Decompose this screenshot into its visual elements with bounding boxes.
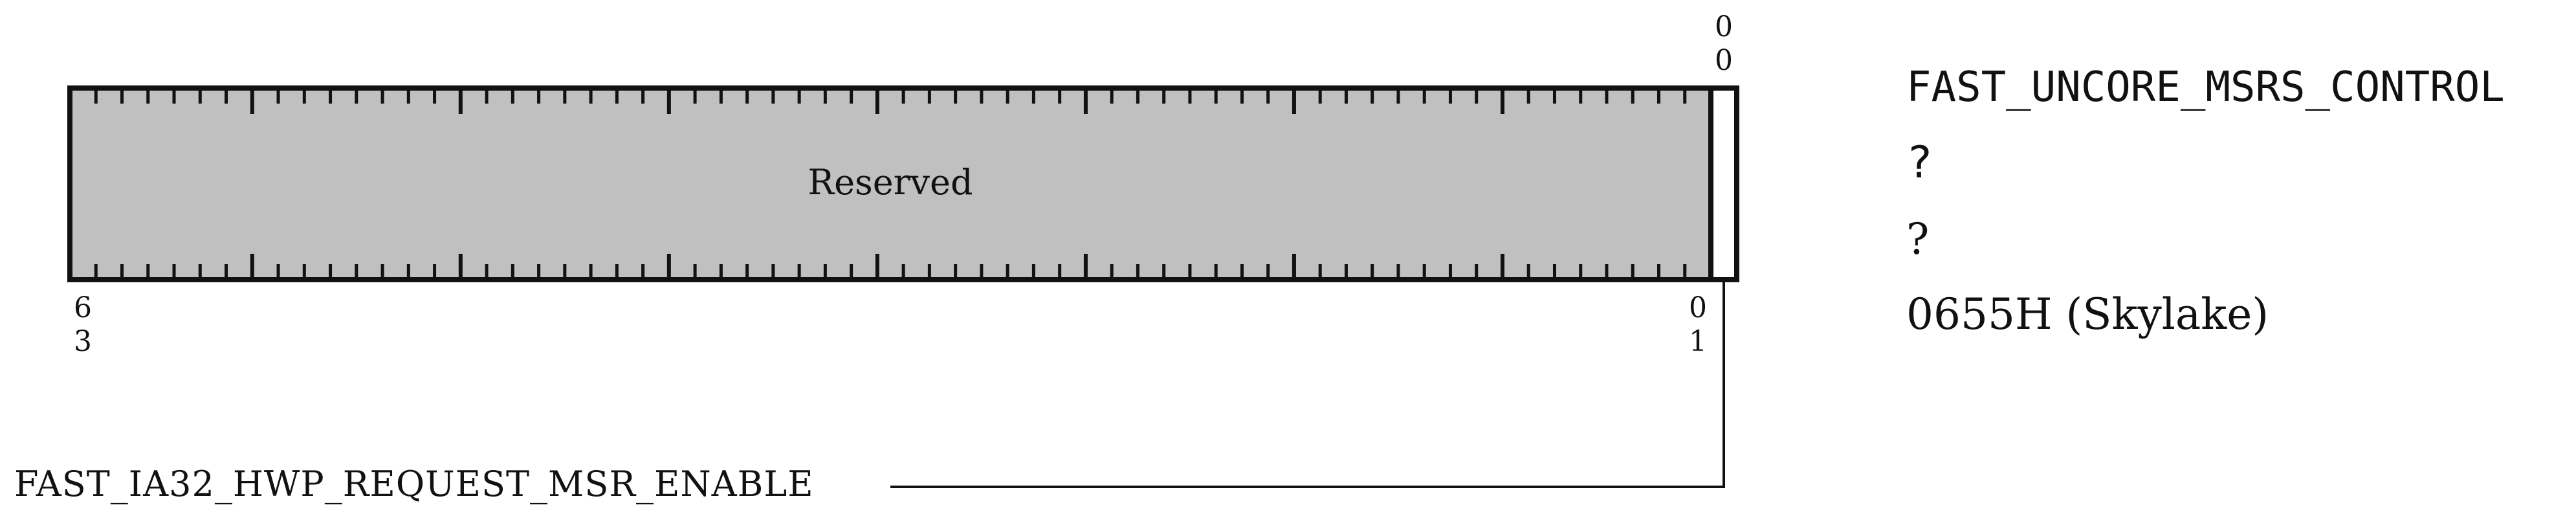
register-line2: ?	[1906, 137, 1933, 188]
enable-bit-callout-line	[890, 280, 1725, 488]
msb-number-tens: 6	[74, 291, 92, 324]
register-address: 0655H (Skylake)	[1906, 289, 2269, 339]
bit0-number-tens: 0	[1715, 10, 1733, 43]
lsb-number-tens: 0	[1689, 291, 1707, 324]
register-name: FAST_UNCORE_MSRS_CONTROL	[1906, 63, 2505, 111]
msb-number-ones: 3	[74, 325, 92, 358]
reserved-label: Reserved	[808, 162, 973, 203]
lsb-number-ones: 1	[1689, 325, 1707, 358]
enable-bit-label: FAST_IA32_HWP_REQUEST_MSR_ENABLE	[14, 464, 814, 504]
reserved-field	[67, 85, 1713, 282]
register-line3: ?	[1906, 214, 1929, 264]
enable-bit-field	[1708, 85, 1739, 282]
bit-tick-marks	[94, 88, 1687, 280]
bit0-number-ones: 0	[1715, 44, 1733, 77]
